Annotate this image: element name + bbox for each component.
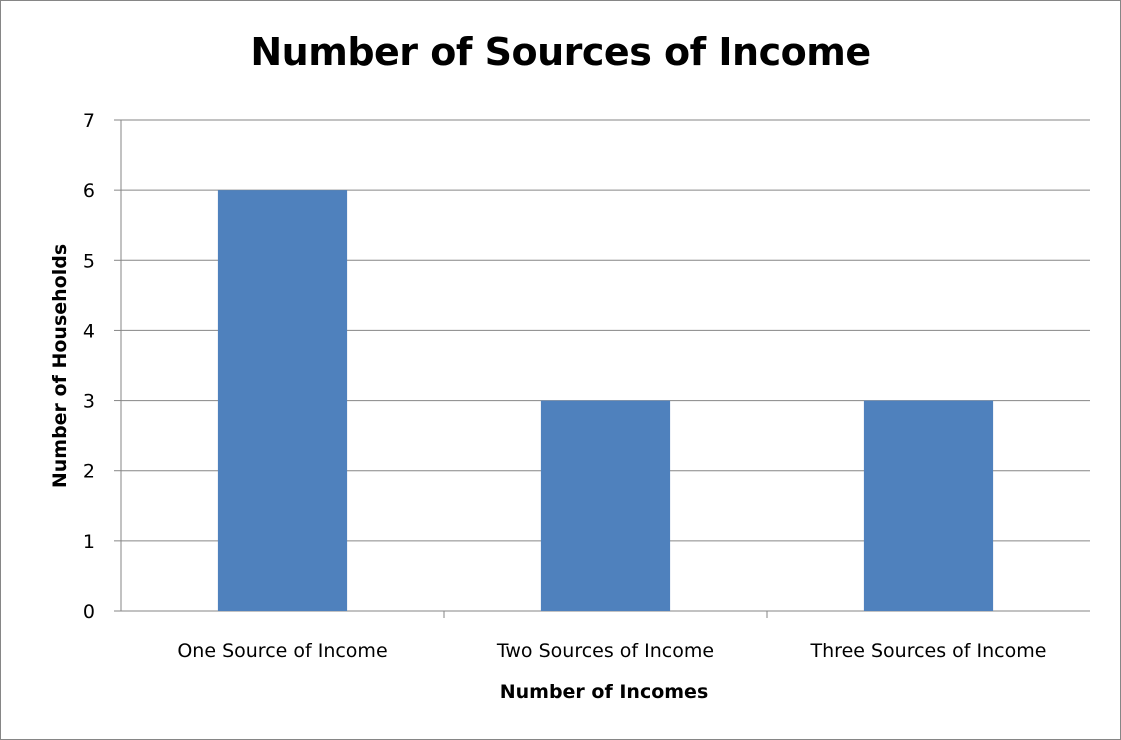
bar — [540, 400, 671, 611]
y-axis-title: Number of Households — [49, 244, 71, 488]
y-tick-label: 3 — [83, 391, 95, 413]
x-tick-label: Three Sources of Income — [810, 640, 1047, 662]
y-tick-label: 0 — [83, 601, 95, 623]
y-tick-label: 6 — [83, 180, 95, 202]
bar — [217, 190, 348, 611]
y-tick-label: 2 — [83, 461, 95, 483]
x-tick-labels: One Source of Income Two Sources of Incom… — [177, 640, 1046, 662]
x-tick-label: Two Sources of Income — [496, 640, 714, 662]
y-tick-label: 1 — [83, 531, 95, 553]
chart-title: Number of Sources of Income — [250, 30, 871, 74]
y-tick-labels: 0 1 2 3 4 5 6 7 — [83, 110, 95, 623]
bar — [863, 400, 994, 611]
bars — [217, 190, 994, 611]
y-tick-label: 4 — [83, 320, 95, 342]
y-tick-label: 5 — [83, 250, 95, 272]
x-tick-label: One Source of Income — [177, 640, 387, 662]
x-axis-title: Number of Incomes — [500, 681, 709, 703]
y-tick-label: 7 — [83, 110, 95, 132]
